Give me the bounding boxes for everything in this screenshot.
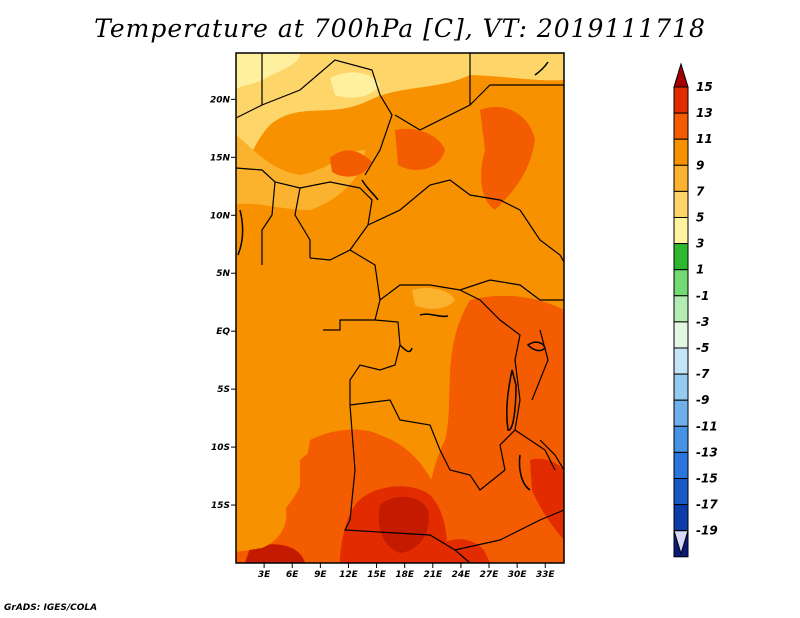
x-tick-label: 12E: [339, 570, 359, 580]
y-axis: 20N 15N 10N 5N EQ 5S 10S 15S: [210, 95, 236, 511]
colorbar-label: 13: [696, 106, 713, 120]
lakes-and-coast: [237, 61, 549, 491]
colorbar-box: [673, 269, 689, 297]
colorbar-box: [673, 347, 689, 375]
colorbar-label: -17: [696, 498, 718, 512]
x-tick-label: 33E: [536, 570, 556, 580]
y-tick-label: EQ: [216, 327, 230, 337]
x-tick-label: 24E: [452, 570, 472, 580]
colorbar-box: [673, 478, 689, 506]
field-warm-patch-1: [330, 150, 372, 177]
x-tick-label: 30E: [508, 570, 528, 580]
country-borders: [236, 53, 564, 563]
field-cool-patch-2: [236, 135, 365, 210]
colorbar-box: [673, 190, 689, 218]
colorbar-min-arrow: [673, 530, 689, 556]
colorbar-box: [673, 321, 689, 349]
colorbar-label: 1: [696, 263, 704, 277]
colorbar-box: [673, 425, 689, 453]
field-coolest-north: [236, 53, 300, 90]
colorbar-label: 5: [696, 211, 704, 225]
colorbar-label: -9: [696, 393, 709, 407]
colorbar-label: 9: [696, 158, 704, 172]
colorbar-label: 11: [696, 132, 713, 146]
x-tick-label: 3E: [258, 570, 271, 580]
colorbar-label: 15: [696, 80, 713, 94]
footer-credit: GrADS: IGES/COLA: [4, 603, 98, 613]
colorbar-label: -3: [696, 315, 709, 329]
colorbar-label: -1: [696, 289, 709, 303]
colorbar-label: -5: [696, 341, 709, 355]
colorbar-box: [673, 451, 689, 479]
colorbar-box: [673, 295, 689, 323]
field-cool-patch-1: [330, 72, 380, 98]
plot-frame: [235, 52, 565, 564]
x-tick-label: 9E: [314, 570, 327, 580]
x-tick-label: 18E: [395, 570, 415, 580]
colorbar-label: -19: [696, 524, 718, 538]
colorbar-label: -13: [696, 445, 718, 459]
x-tick-label: 15E: [367, 570, 387, 580]
y-tick-label: 5N: [216, 269, 230, 279]
field-mild-southwest: [236, 470, 287, 552]
field-hottest-core: [378, 496, 429, 553]
y-tick-label: 15S: [211, 501, 230, 511]
colorbar-box: [673, 112, 689, 140]
colorbar-label: -7: [696, 367, 710, 381]
colorbar-box: [673, 373, 689, 401]
field-warm-patch-3: [480, 106, 535, 210]
colorbar-label: -11: [696, 419, 718, 433]
colorbar: 15 13 11 9 7 5 3 1 -1 -3 -5 -7 -9 -11 -13 -15 -17 -19: [673, 62, 718, 558]
temperature-field: [236, 53, 564, 563]
colorbar-box: [673, 243, 689, 271]
x-tick-label: 21E: [423, 570, 443, 580]
y-tick-label: 10N: [210, 211, 231, 221]
field-warm-patch-2: [395, 128, 445, 170]
x-tick-label: 27E: [480, 570, 500, 580]
y-tick-label: 20N: [210, 95, 231, 105]
field-hottest-core-2: [245, 544, 305, 563]
colorbar-label: -15: [696, 472, 718, 486]
colorbar-box: [673, 399, 689, 427]
colorbar-box: [673, 504, 689, 532]
colorbar-max-arrow: [673, 62, 689, 88]
field-cool-northeast: [470, 53, 564, 81]
x-tick-label: 6E: [286, 570, 299, 580]
field-warm-east: [425, 295, 564, 563]
colorbar-label: 3: [696, 237, 704, 251]
field-cool-patch-3: [412, 288, 455, 309]
colorbar-box: [673, 217, 689, 245]
y-tick-label: 5S: [217, 385, 230, 395]
colorbar-box: [673, 86, 689, 114]
chart-title: Temperature at 700hPa [C], VT: 201911171…: [94, 14, 706, 43]
y-tick-label: 15N: [210, 153, 231, 163]
colorbar-box: [673, 138, 689, 166]
field-hot-east: [530, 458, 564, 540]
field-warm-west-strip: [300, 452, 335, 513]
colorbar-label: 7: [696, 184, 705, 198]
field-cool-north: [236, 53, 470, 180]
y-tick-label: 10S: [211, 443, 230, 453]
colorbar-box: [673, 164, 689, 192]
x-axis: 3E 6E 9E 12E 15E 18E 21E 24E 27E 30E 33E: [258, 563, 556, 580]
